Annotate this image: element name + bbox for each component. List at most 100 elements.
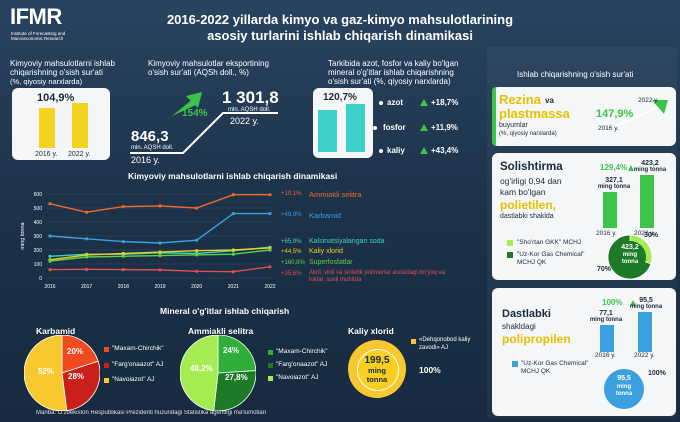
rezina-word-4: buyumlar — [499, 122, 528, 129]
data-point — [85, 237, 89, 241]
data-point — [48, 268, 52, 272]
pp-donut-unit-1: ming — [616, 384, 632, 390]
series-line — [49, 193, 270, 213]
panel2-year-2022: 2022 y. — [230, 116, 259, 126]
source-note: Manba: O'zbekiston Respublikasi Preziden… — [36, 410, 267, 416]
pie-slice — [61, 360, 100, 411]
x-tick-label: 2022 — [264, 284, 275, 290]
panel3-bar-2022 — [346, 104, 365, 152]
panel2-title-1: Kimyoviy mahsulotlar eksportining — [148, 59, 269, 68]
pie-label: 24% — [223, 346, 240, 355]
data-point — [48, 254, 52, 258]
x-tick-label: 2016 — [44, 284, 55, 290]
rezina-year-2016: 2016 y. — [598, 125, 619, 132]
y-tick-label: 600 — [34, 192, 43, 198]
arrow-head-icon — [652, 100, 668, 114]
legend-label: Ammiakli selitra — [309, 190, 362, 199]
line-chart-title: Kimyoviy mahsulotlarni ishlab chiqarish … — [128, 171, 338, 181]
kaliy-unit-1: ming — [368, 366, 386, 375]
data-point — [121, 254, 125, 258]
legend-swatch — [512, 361, 518, 367]
legend-change: +35,6% — [281, 271, 302, 277]
poly-value-2022: 423,2 — [641, 160, 659, 167]
panel3-value: 120,7% — [323, 92, 357, 103]
pp-bar-2016 — [600, 325, 614, 352]
poly-year-2016: 2016 y. — [596, 230, 617, 237]
up-triangle-icon — [420, 124, 428, 131]
pp-unit-2022: ming tonna — [629, 304, 663, 310]
logo-subtitle-1: Institute of Forecasting and — [11, 31, 66, 36]
panel3-item-pct: +18,7% — [431, 98, 459, 107]
poly-legend-1: "Sho'rtan GKK" MCHJ — [517, 239, 582, 246]
page-title-line-2: asosiy turlarini ishlab chiqarish dinami… — [207, 28, 473, 43]
legend-change: +44,5% — [281, 249, 302, 255]
y-axis-label: ming tonna — [20, 221, 26, 249]
data-point — [158, 241, 162, 245]
right-title: Ishlab chiqarishning o'sish sur'ati — [517, 70, 634, 79]
panel2-unit-2016: mln. AQSH doll. — [131, 145, 174, 151]
panel3-title-3: o'sish sur'ati (%, qiyosiy narxlarda) — [328, 77, 451, 86]
poly-pct-b: 70% — [597, 266, 612, 273]
legend-change: +10,1% — [281, 191, 302, 197]
pp-unit-2016: ming tonna — [589, 317, 623, 323]
pp-word-1: Dastlabki — [502, 308, 551, 320]
pie-slice — [61, 335, 99, 374]
data-point — [231, 270, 235, 274]
panel3-title-2: mineral o'g'itlar ishlab chiqarishning — [328, 68, 454, 77]
growth-arrow-icon — [599, 105, 661, 135]
pie-label: 20% — [67, 347, 84, 356]
panel1-card — [12, 88, 110, 160]
legend-label: Akril, vinil va sintetik polimerlar asos… — [309, 270, 445, 283]
data-point — [231, 212, 235, 216]
rezina-year-2022: 2022 y. — [638, 97, 659, 104]
panel2-unit-2022: mln. AQSH doll. — [228, 107, 271, 113]
panel2-growth-line — [130, 112, 278, 154]
logo-subtitle-2: Macroeconomic Research — [11, 36, 64, 41]
y-tick-label: 100 — [34, 262, 43, 268]
data-point — [158, 268, 162, 272]
panel1-year-2016: 2016 y. — [35, 151, 58, 158]
legend-label: "Maxam-Chirchik" — [276, 348, 328, 355]
pp-legend-1: "Uz-Kor Gas Chemical" MCHJ QK — [521, 360, 589, 375]
pp-donut-unit-2: tonna — [615, 391, 633, 397]
panel1-title-1: Kimyoviy mahsulotlarni ishlab — [10, 59, 115, 68]
rezina-accent-bar — [492, 87, 496, 146]
poly-legend-2: "Uz-Kor Gas Chemical" MCHJ QK — [517, 251, 585, 266]
legend-label: Kaliy xlorid — [309, 248, 343, 255]
data-point — [121, 240, 125, 244]
up-triangle-icon — [420, 99, 428, 106]
donut-hole — [614, 241, 646, 273]
legend-swatch — [104, 363, 109, 368]
poly-pct: 129,4% — [600, 163, 628, 172]
up-triangle-icon — [420, 147, 428, 154]
data-point — [195, 249, 199, 253]
data-point — [85, 267, 89, 271]
y-tick-label: 500 — [34, 206, 43, 212]
pp-year-2016: 2016 y. — [595, 352, 616, 359]
poly-year-2022: 2022 y. — [634, 230, 655, 237]
panel3-item-label: kaliy — [387, 146, 405, 155]
panel2-value-2016: 846,3 — [131, 128, 169, 145]
poly-bar-2016 — [603, 192, 617, 228]
panel2-value-2022: 1 301,8 — [222, 88, 279, 107]
panel1-value: 104,9% — [37, 92, 75, 104]
x-tick-label: 2020 — [191, 284, 202, 290]
panel2-title-2: o'sish sur'ati (AQSh doll., %) — [148, 68, 249, 77]
bullet-icon — [379, 101, 383, 105]
karbamid-pie — [24, 335, 100, 411]
poly-value-2016: 327,1 — [605, 177, 623, 184]
pp-word-2: shakldagi — [502, 322, 536, 331]
data-point — [195, 206, 199, 210]
legend-label: "Farg'onaazot" AJ — [112, 361, 164, 368]
legend-label: "Farg'onaazot" AJ — [276, 361, 328, 368]
panel3-title-1: Tarkibida azot, fosfor va kaliy bo'lgan — [328, 59, 459, 68]
pp-value-2022: 95,5 — [639, 297, 653, 304]
bullet-icon — [373, 126, 377, 130]
panel2-export-graphic — [130, 92, 278, 154]
legend-swatch — [268, 350, 273, 355]
data-point — [231, 193, 235, 197]
panel3-item-pct: +11,9% — [431, 123, 458, 132]
legend-swatch — [268, 376, 273, 381]
panel2-pct: 154% — [182, 108, 208, 119]
panel1-bar-2016 — [39, 108, 55, 148]
